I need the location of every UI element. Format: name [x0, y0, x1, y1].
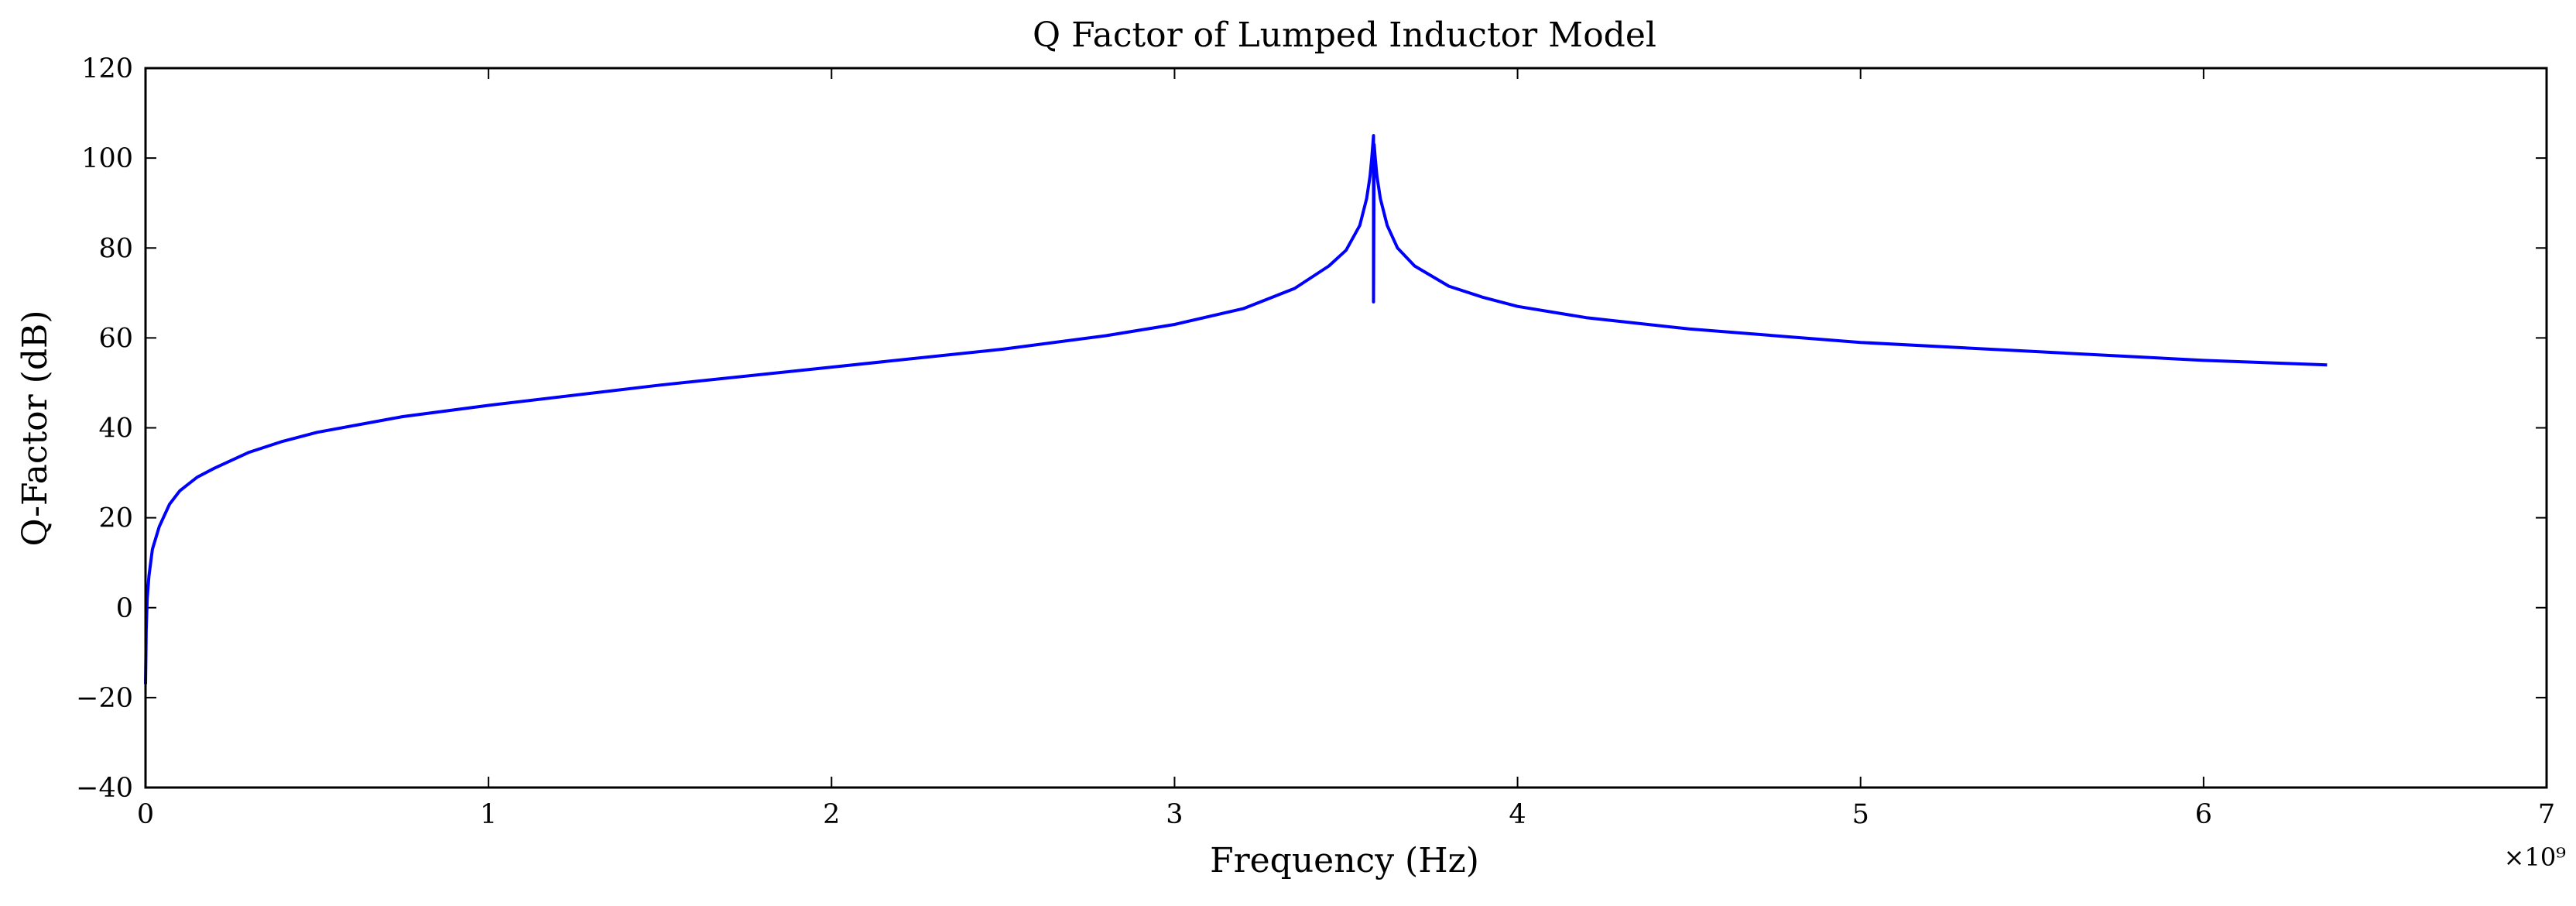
x-tick-label: 6 [2195, 799, 2212, 830]
y-tick-label: 20 [98, 503, 133, 534]
x-tick-label: 5 [1852, 799, 1869, 830]
x-offset-label: ×10⁹ [2504, 843, 2567, 872]
plot-frame [144, 67, 2548, 789]
y-tick-label: 60 [98, 323, 133, 354]
y-tick-label: 80 [98, 233, 133, 264]
x-axis-label: Frequency (Hz) [1210, 841, 1479, 880]
plot-area [144, 134, 2328, 685]
x-tick-label: 1 [480, 799, 497, 830]
x-tick-label: 3 [1166, 799, 1183, 830]
x-tick-label: 2 [823, 799, 840, 830]
chart-title: Q Factor of Lumped Inductor Model [1033, 15, 1656, 55]
y-tick-label: 0 [116, 593, 133, 624]
axis-ticks [145, 67, 2547, 788]
y-tick-label: −40 [76, 773, 133, 804]
y-tick-label: 120 [81, 53, 133, 84]
series-line [144, 134, 2328, 685]
tick-labels: 0 1 2 3 4 5 6 7 −40 −20 0 20 40 60 80 100 120 [76, 53, 2555, 830]
x-tick-label: 4 [1509, 799, 1526, 830]
y-tick-label: 40 [98, 414, 133, 444]
x-tick-label: 0 [137, 799, 154, 830]
y-tick-label: 100 [81, 143, 133, 174]
y-axis-label: Q-Factor (dB) [15, 311, 55, 547]
x-tick-label: 7 [2538, 799, 2555, 830]
y-tick-label: −20 [76, 683, 133, 714]
